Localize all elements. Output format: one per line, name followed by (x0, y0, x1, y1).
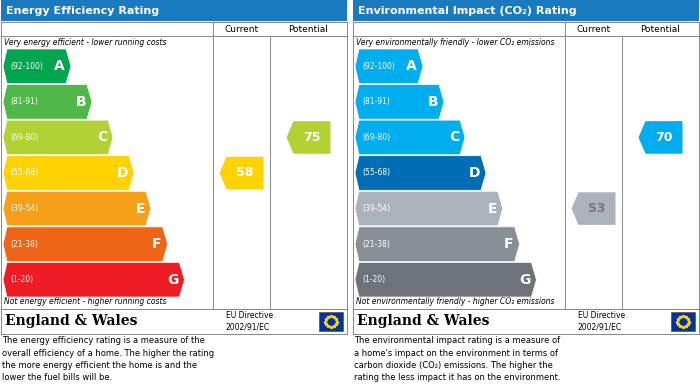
Bar (319, 312, 343, 331)
Text: (39-54): (39-54) (10, 204, 38, 213)
Bar (348, 0, 353, 391)
Text: (55-68): (55-68) (362, 169, 390, 178)
Polygon shape (3, 262, 184, 297)
Text: (81-91): (81-91) (10, 97, 38, 106)
Text: D: D (468, 166, 480, 180)
Polygon shape (3, 84, 92, 119)
Text: (21-38): (21-38) (362, 240, 390, 249)
Bar (353, 0, 699, 21)
Text: A: A (406, 59, 417, 73)
Text: Not environmentally friendly - higher CO₂ emissions: Not environmentally friendly - higher CO… (356, 297, 554, 306)
Text: 53: 53 (588, 202, 606, 215)
Polygon shape (571, 192, 615, 225)
Text: Potential: Potential (288, 25, 328, 34)
Text: 70: 70 (655, 131, 673, 144)
Polygon shape (220, 157, 263, 189)
Text: B: B (76, 95, 86, 109)
Text: (1-20): (1-20) (362, 275, 385, 284)
Text: Current: Current (225, 25, 258, 34)
Polygon shape (3, 120, 113, 155)
Text: D: D (116, 166, 128, 180)
Text: England & Wales: England & Wales (5, 314, 137, 328)
Text: 58: 58 (237, 167, 253, 179)
Bar (353, 309, 699, 334)
Text: B: B (428, 95, 438, 109)
Text: EU Directive
2002/91/EC: EU Directive 2002/91/EC (226, 312, 273, 332)
Polygon shape (3, 227, 167, 262)
Text: EU Directive
2002/91/EC: EU Directive 2002/91/EC (578, 312, 625, 332)
Bar (213, 22, 347, 36)
Bar (1, 0, 347, 21)
Bar (1, 22, 347, 309)
Bar (353, 22, 699, 309)
Polygon shape (355, 227, 519, 262)
Text: The energy efficiency rating is a measure of the
overall efficiency of a home. T: The energy efficiency rating is a measur… (2, 336, 214, 382)
Polygon shape (3, 156, 134, 190)
Text: F: F (504, 237, 514, 251)
Polygon shape (355, 191, 503, 226)
Text: F: F (152, 237, 162, 251)
Text: Not energy efficient - higher running costs: Not energy efficient - higher running co… (4, 297, 167, 306)
Text: (39-54): (39-54) (362, 204, 391, 213)
Bar (565, 22, 699, 36)
Text: (69-80): (69-80) (362, 133, 390, 142)
Polygon shape (355, 84, 444, 119)
Text: E: E (487, 202, 497, 215)
Text: Very environmentally friendly - lower CO₂ emissions: Very environmentally friendly - lower CO… (356, 38, 554, 47)
Text: (55-68): (55-68) (10, 169, 38, 178)
Polygon shape (286, 121, 330, 154)
Text: (21-38): (21-38) (10, 240, 38, 249)
Text: (1-20): (1-20) (10, 275, 33, 284)
Polygon shape (355, 49, 423, 84)
Polygon shape (3, 191, 150, 226)
Polygon shape (3, 49, 71, 84)
Text: (92-100): (92-100) (10, 62, 43, 71)
Polygon shape (638, 121, 682, 154)
Bar (1, 309, 347, 334)
Text: Environmental Impact (CO₂) Rating: Environmental Impact (CO₂) Rating (358, 5, 577, 16)
Text: A: A (55, 59, 65, 73)
Bar (671, 312, 695, 331)
Text: (81-91): (81-91) (362, 97, 390, 106)
Text: G: G (167, 273, 178, 287)
Text: England & Wales: England & Wales (357, 314, 489, 328)
Text: The environmental impact rating is a measure of
a home's impact on the environme: The environmental impact rating is a mea… (354, 336, 561, 382)
Text: Current: Current (576, 25, 610, 34)
Text: C: C (97, 131, 107, 144)
Polygon shape (355, 262, 536, 297)
Text: (69-80): (69-80) (10, 133, 38, 142)
Text: C: C (449, 131, 459, 144)
Text: E: E (135, 202, 145, 215)
Text: Potential: Potential (640, 25, 680, 34)
Polygon shape (355, 156, 486, 190)
Text: (92-100): (92-100) (362, 62, 395, 71)
Text: Energy Efficiency Rating: Energy Efficiency Rating (6, 5, 159, 16)
Polygon shape (355, 120, 465, 155)
Text: G: G (519, 273, 531, 287)
Text: Very energy efficient - lower running costs: Very energy efficient - lower running co… (4, 38, 167, 47)
Text: 75: 75 (303, 131, 321, 144)
